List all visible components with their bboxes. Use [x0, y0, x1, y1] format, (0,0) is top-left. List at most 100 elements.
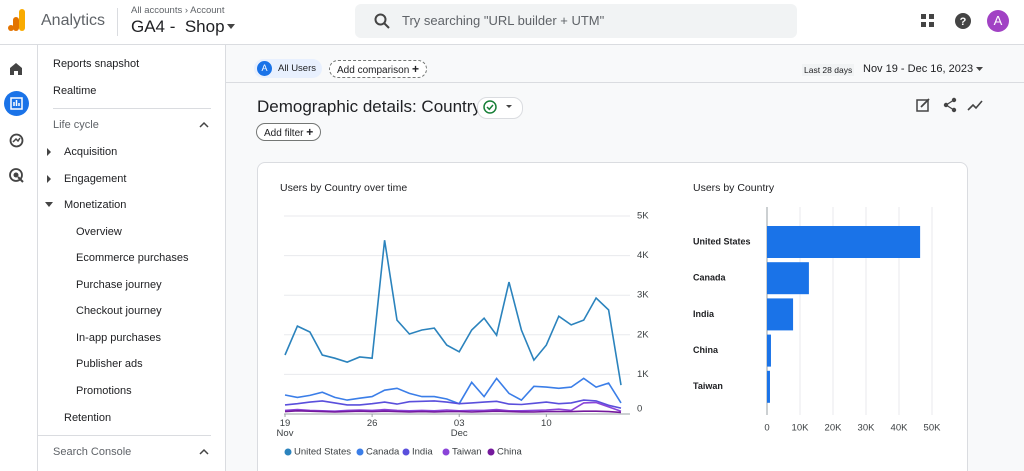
segment-badge: A — [257, 61, 272, 76]
x-tick-label: 50K — [924, 423, 942, 434]
nav-item[interactable]: Reports snapshot — [53, 58, 140, 70]
nav-subitem[interactable]: Ecommerce purchases — [76, 252, 189, 264]
button-label[interactable]: Add filter — [264, 128, 304, 139]
expand-icon[interactable] — [46, 148, 52, 156]
x-tick-label: 26 — [366, 418, 378, 429]
bar[interactable] — [767, 334, 771, 367]
legend-label[interactable]: Taiwan — [452, 447, 482, 458]
y-tick-label: 2K — [637, 329, 649, 340]
collapse-icon[interactable] — [199, 448, 209, 455]
category-label: Canada — [693, 273, 727, 283]
add-filter[interactable]: Add filter + — [256, 123, 322, 141]
series-line — [284, 401, 622, 413]
nav-item[interactable]: Acquisition — [64, 146, 118, 158]
home-icon[interactable] — [9, 62, 23, 76]
bar[interactable] — [767, 298, 794, 331]
range-label: Last 28 days — [802, 64, 855, 76]
collapse-icon[interactable] — [45, 202, 53, 208]
breadcrumb[interactable]: All accounts › Account — [131, 5, 225, 16]
category-label: Taiwan — [693, 381, 723, 391]
avatar[interactable]: A — [987, 10, 1009, 32]
collapse-icon[interactable] — [199, 121, 209, 128]
logo[interactable] — [8, 9, 26, 33]
side-nav — [38, 45, 226, 471]
chart-title: Users by Country — [693, 182, 775, 194]
y-tick-label: 1K — [637, 369, 649, 380]
chart-card — [257, 162, 968, 471]
status-icon[interactable] — [483, 100, 517, 114]
y-tick-label: 4K — [637, 250, 649, 261]
nav-subitem[interactable]: Overview — [76, 226, 122, 238]
search-icon[interactable] — [374, 13, 390, 29]
search-box[interactable] — [355, 4, 797, 38]
divider — [38, 435, 211, 436]
nav-subitem[interactable]: In-app purchases — [76, 332, 161, 344]
category-label: China — [693, 345, 719, 355]
category-label: United States — [693, 236, 751, 246]
chart-title: Users by Country over time — [280, 182, 407, 194]
x-tick-label: 03 Dec — [450, 418, 468, 439]
legend-marker — [442, 448, 450, 456]
series-line — [284, 399, 622, 409]
legend-label[interactable]: India — [412, 447, 433, 458]
x-tick-label: 30K — [858, 423, 876, 434]
segment-chip[interactable] — [254, 59, 322, 78]
help-icon[interactable]: ? — [955, 13, 971, 29]
nav-subitem[interactable]: Promotions — [76, 385, 132, 397]
report-actions[interactable] — [916, 97, 986, 113]
property-name[interactable]: GA4 - Shop — [131, 17, 225, 36]
x-tick-label: 19 Nov — [276, 418, 294, 439]
nav-section[interactable]: Search Console — [53, 446, 132, 458]
nav-section[interactable]: Life cycle — [53, 119, 99, 131]
nav-item[interactable]: Monetization — [64, 199, 127, 211]
dropdown-icon[interactable] — [227, 24, 235, 30]
breadcrumb-item[interactable]: All accounts — [131, 5, 183, 16]
legend-marker — [284, 448, 292, 456]
nav-subitem[interactable]: Purchase journey — [76, 279, 162, 291]
breadcrumb-item[interactable]: Account — [190, 5, 225, 16]
y-tick-label: 5K — [637, 211, 649, 222]
category-label: India — [693, 309, 715, 319]
x-tick-label: 20K — [825, 423, 843, 434]
legend-label[interactable]: Canada — [366, 447, 400, 458]
x-tick-label: 0 — [764, 423, 769, 434]
nav-item[interactable]: Engagement — [64, 173, 127, 185]
svg-text:?: ? — [960, 16, 967, 28]
segment-name[interactable]: All Users — [278, 63, 317, 74]
nav-item[interactable]: Retention — [64, 412, 112, 424]
bar[interactable] — [767, 226, 921, 258]
legend-label[interactable]: United States — [294, 447, 351, 458]
y-tick-label: 0 — [637, 404, 642, 415]
dropdown-icon[interactable] — [976, 67, 983, 72]
nav-subitem[interactable]: Checkout journey — [76, 305, 162, 317]
report-title: Demographic details: Country — [257, 97, 481, 116]
series-line — [284, 409, 622, 414]
add-comparison[interactable]: Add comparison + — [329, 60, 428, 78]
legend-marker — [402, 448, 410, 456]
x-tick-label: 10 — [541, 418, 552, 429]
date-range[interactable]: Nov 19 - Dec 16, 2023 — [863, 63, 974, 75]
series-line — [284, 377, 622, 405]
explore-icon[interactable] — [9, 133, 24, 148]
nav-subitem[interactable]: Publisher ads — [76, 358, 143, 370]
x-tick-label: 10K — [792, 423, 810, 434]
rail — [0, 45, 38, 471]
product-name: Analytics — [41, 12, 106, 29]
nav-item[interactable]: Realtime — [53, 85, 97, 97]
button-label[interactable]: Add comparison — [337, 65, 410, 76]
apps-icon[interactable] — [921, 14, 935, 28]
bar[interactable] — [767, 262, 809, 295]
x-tick-label: 40K — [891, 423, 909, 434]
legend-label[interactable]: China — [497, 447, 523, 458]
series-line — [284, 240, 622, 386]
bar[interactable] — [767, 370, 770, 403]
y-tick-label: 3K — [637, 290, 649, 301]
reports-icon[interactable] — [4, 91, 29, 116]
advertising-icon[interactable] — [9, 168, 24, 183]
search-placeholder[interactable]: Try searching "URL builder + UTM" — [402, 13, 605, 28]
expand-icon[interactable] — [46, 175, 52, 183]
divider — [225, 82, 1024, 83]
legend-marker — [356, 448, 364, 456]
